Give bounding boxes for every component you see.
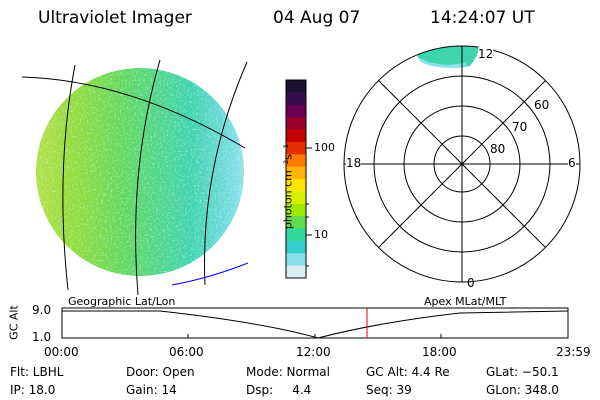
colorbar-band [286,154,306,168]
info-seq: Seq: 39 [366,383,412,397]
colorbar-band [286,166,306,180]
mlt-label-6: 6 [568,156,576,170]
colorbar-tick-100: 100 [314,141,335,154]
info-filter: Flt: LBHL [10,365,64,379]
time: 14:24:07 UT [430,8,535,28]
xtick-1800: 18:00 [422,345,457,359]
info-glon: GLon: 348.0 [486,383,559,397]
xtick-1200: 12:00 [296,345,331,359]
info-gain: Gain: 14 [126,383,177,397]
colorbar-band [286,265,306,279]
timeline-left-label: Geographic Lat/Lon [68,295,176,308]
colorbar-band [286,117,306,130]
colorbar-band [286,203,306,217]
colorbar-tick-10: 10 [314,228,328,241]
mlat-label-60: 60 [534,98,550,112]
info-gc-alt: GC Alt: 4.4 Re [366,365,450,379]
colorbar-band [286,92,306,106]
mlat-label-80: 80 [490,142,506,156]
mlt-label-18: 18 [346,156,362,170]
info-glat: GLat: −50.1 [486,365,559,379]
mlt-label-0: 0 [467,276,475,290]
title: Ultraviolet Imager [38,8,192,28]
colorbar-band [286,104,306,118]
timeline-right-label: Apex MLat/MLT [424,295,507,308]
colorbar-band [286,141,306,155]
colorbar-band [286,253,306,267]
info-dsp: Dsp: 4.4 [246,383,312,397]
mlt-label-12: 12 [478,47,494,61]
colorbar-band [286,216,306,229]
colorbar-band [286,240,306,254]
timeline-ytick-bottom: 1.0 [32,330,52,344]
xtick-0600: 06:00 [169,345,204,359]
date: 04 Aug 07 [273,8,361,28]
info-ip: IP: 18.0 [10,383,56,397]
colorbar-band [286,191,306,205]
xtick-0000: 00:00 [44,345,79,359]
info-mode: Mode: Normal [246,365,330,379]
colorbar-band [286,129,306,143]
timeline-ytick-top: 9.0 [32,303,52,317]
colorbar-band [286,179,306,192]
xtick-2359: 23:59 [556,345,591,359]
colorbar-band [286,228,306,242]
mlat-label-70: 70 [512,120,528,134]
colorbar-band [286,80,306,93]
info-door: Door: Open [126,365,195,379]
